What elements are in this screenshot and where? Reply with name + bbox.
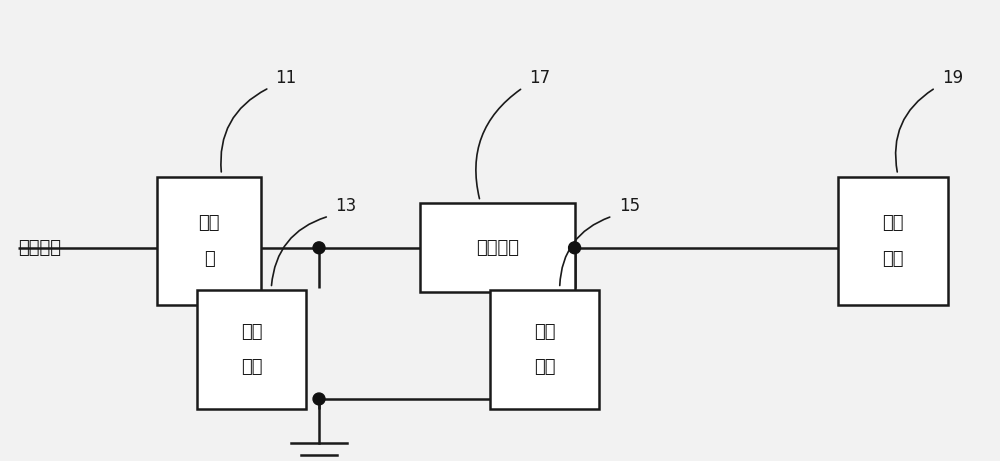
Text: 控制: 控制 (198, 214, 220, 232)
Text: 11: 11 (276, 69, 297, 87)
Text: 17: 17 (529, 69, 550, 87)
Text: 第一电感: 第一电感 (476, 239, 519, 257)
Text: 电容: 电容 (241, 358, 262, 376)
Bar (420, 203, 575, 292)
Text: 第一: 第一 (241, 323, 262, 341)
Text: 15: 15 (619, 197, 640, 215)
Bar (838, 177, 948, 305)
Text: 天线: 天线 (882, 250, 904, 268)
Bar (157, 177, 261, 305)
Text: 器: 器 (204, 250, 214, 268)
Text: 发射信号: 发射信号 (18, 239, 61, 257)
Text: 电容: 电容 (534, 358, 556, 376)
Bar (490, 290, 599, 409)
Text: 第二: 第二 (534, 323, 556, 341)
Text: 发射: 发射 (882, 214, 904, 232)
Circle shape (313, 393, 325, 405)
Bar (197, 290, 306, 409)
Text: 19: 19 (942, 69, 963, 87)
Circle shape (569, 242, 581, 254)
Text: 13: 13 (335, 197, 356, 215)
Circle shape (313, 242, 325, 254)
